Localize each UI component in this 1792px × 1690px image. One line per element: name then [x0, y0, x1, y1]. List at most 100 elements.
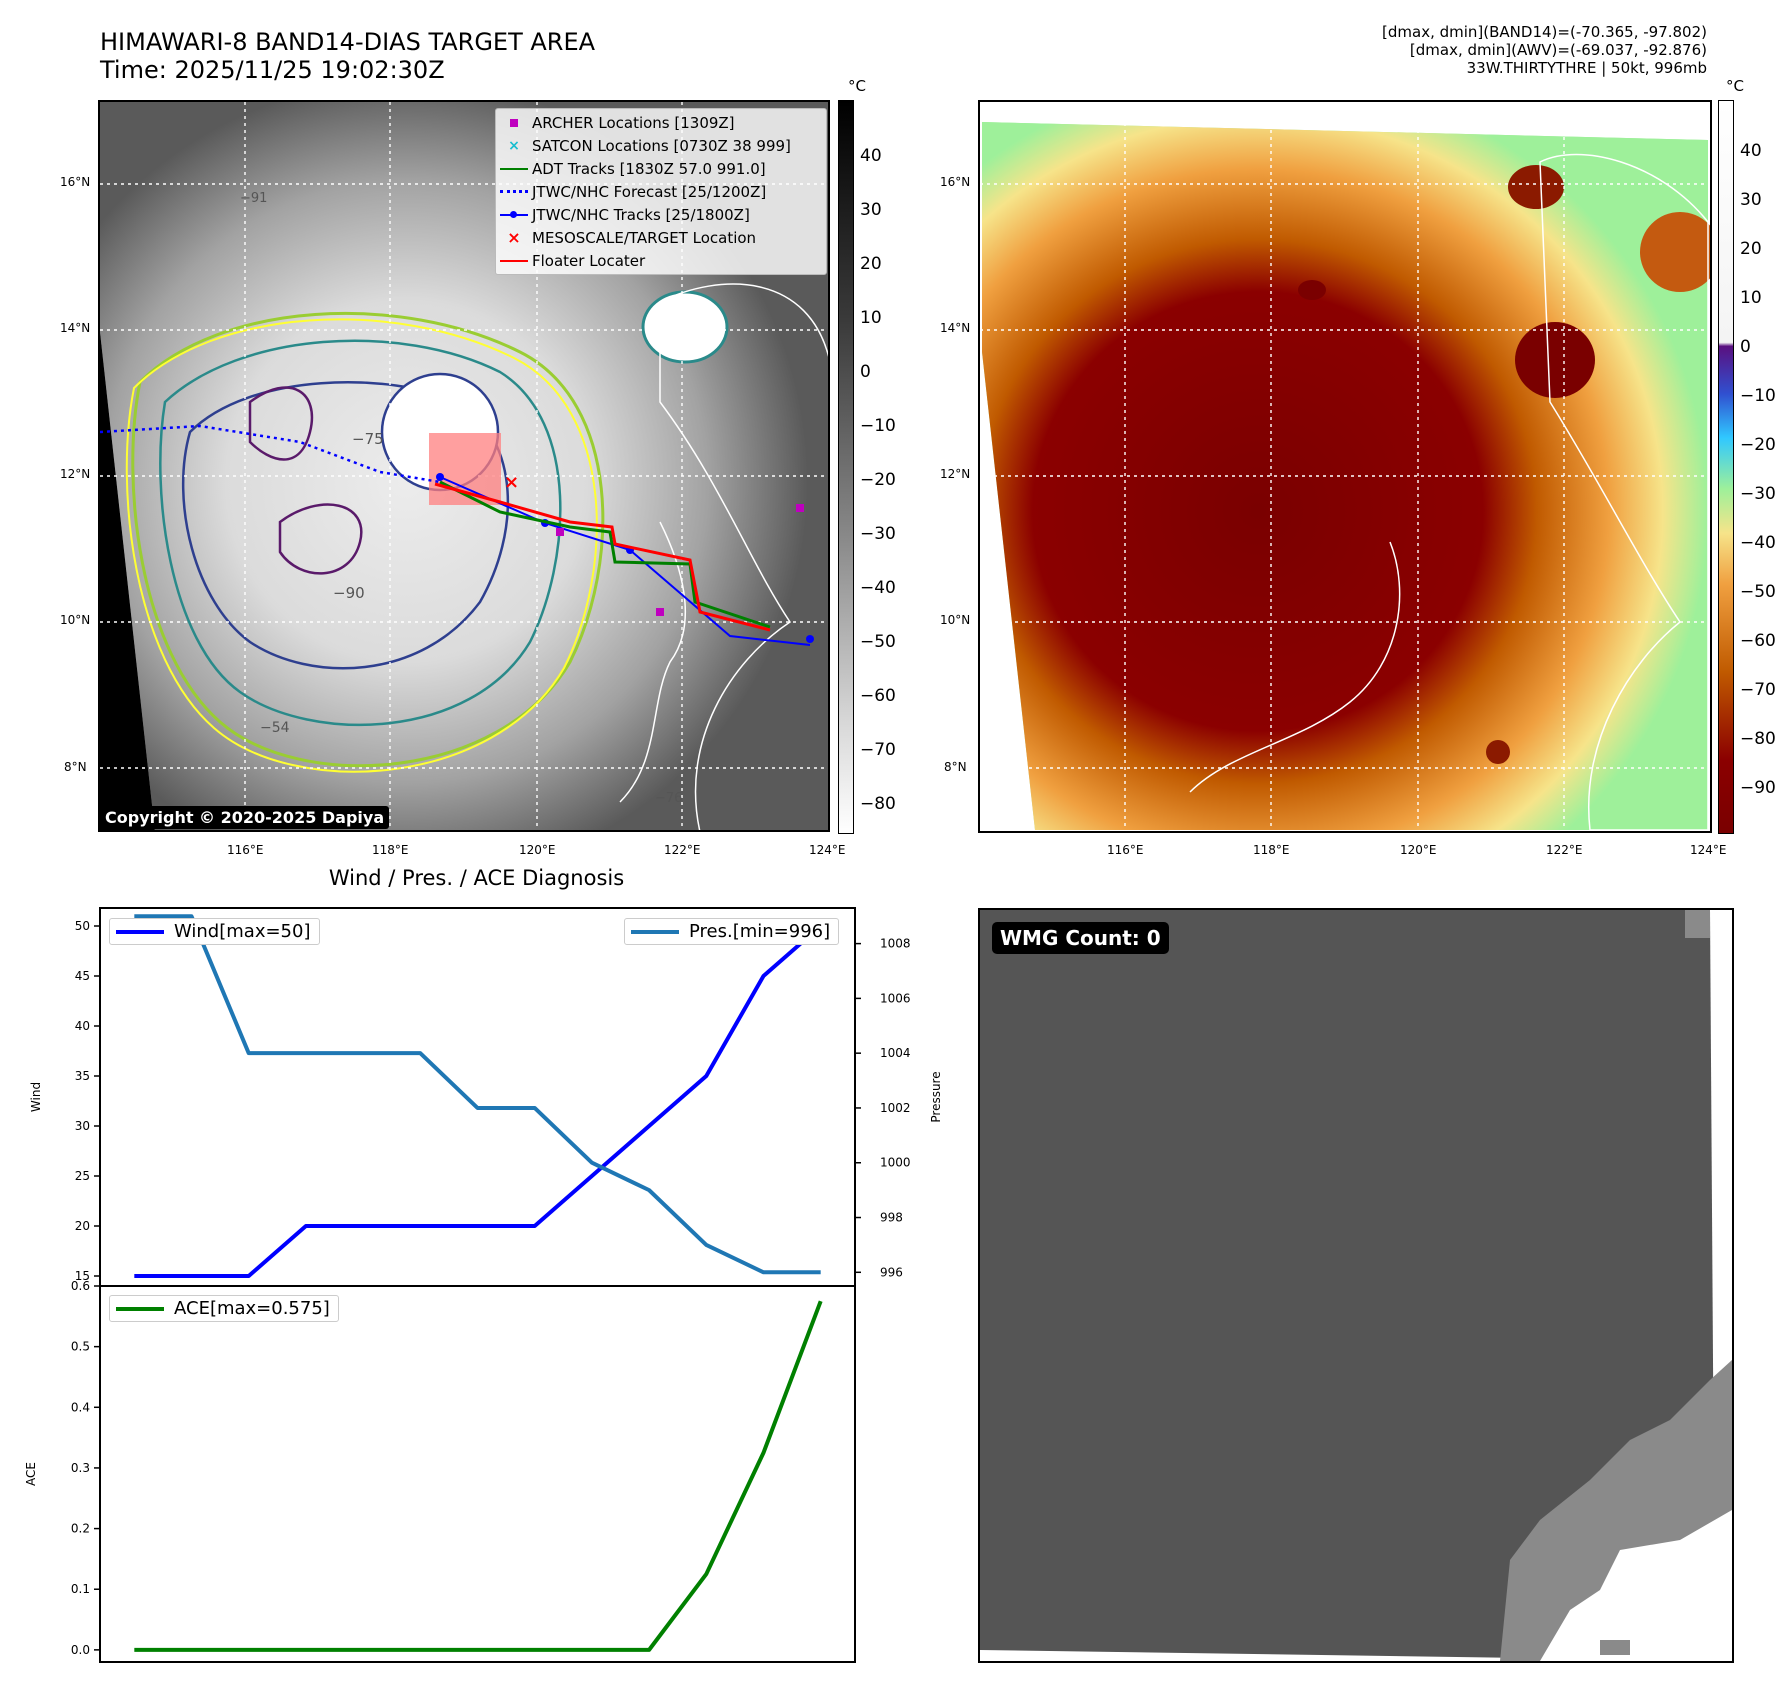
info-line-1: [dmax, dmin](BAND14)=(-70.365, -97.802): [1382, 23, 1707, 41]
wmg-count-badge: WMG Count: 0: [992, 922, 1169, 954]
ace-axis-label: ACE: [24, 1462, 38, 1486]
ace-tick-label: 0.4: [71, 1400, 90, 1414]
intensity-info: [dmax, dmin](BAND14)=(-70.365, -97.802) …: [1382, 23, 1707, 77]
wind-tick-label: 25: [75, 1169, 90, 1183]
left-lat-16: 16°N: [60, 175, 91, 189]
pressure-tick-label: 1004: [880, 1046, 911, 1060]
legend-jtwc-tracks: JTWC/NHC Tracks [25/1800Z]: [496, 203, 826, 226]
right-lat-16: 16°N: [940, 175, 971, 189]
awv-colorbar: [1718, 100, 1734, 834]
band14-map: × −75 −90 −54 −91 −76 ARCHER Locations […: [98, 100, 830, 832]
contour-label-3: −54: [260, 720, 290, 736]
info-line-3: 33W.THIRTYTHRE | 50kt, 996mb: [1466, 59, 1707, 77]
wind-legend: Wind[max=50]: [109, 918, 320, 945]
ace-tick-label: 0.1: [71, 1582, 90, 1596]
left-lat-8: 8°N: [64, 760, 87, 774]
ace-lines: [134, 1300, 823, 1652]
left-lon-118: 118°E: [372, 843, 409, 857]
pressure-tick-label: 1008: [880, 937, 911, 951]
right-lat-10: 10°N: [940, 613, 971, 627]
pressure-tick-label: 1006: [880, 991, 911, 1005]
legend-adt: ADT Tracks [1830Z 57.0 991.0]: [496, 157, 826, 180]
ace-frame: [99, 1285, 856, 1663]
right-lon-124: 124°E: [1690, 843, 1727, 857]
right-lat-12: 12°N: [940, 467, 971, 481]
pressure-axis-label: Pressure: [929, 1071, 943, 1122]
left-lat-14: 14°N: [60, 321, 91, 335]
left-lon-120: 120°E: [519, 843, 556, 857]
archer-square-icon: [510, 118, 518, 127]
wind-axis: 15 20 25 30 35 40 45 50: [75, 919, 100, 1283]
pressure-tick-label: 996: [880, 1265, 903, 1279]
archer-points: [556, 504, 804, 616]
wind-line-icon: [116, 929, 164, 934]
pressure-tick-label: 1000: [880, 1156, 911, 1170]
wind-tick-label: 35: [75, 1069, 90, 1083]
map-legend: ARCHER Locations [1309Z] × SATCON Locati…: [495, 108, 827, 275]
ace-tick-label: 0.5: [71, 1340, 90, 1354]
wind-pressure-chart: 15 20 25 30 35 40 45 50 996 998 1000 1002 1004 1006 1…: [24, 907, 943, 1663]
ace-line-icon: [116, 1306, 164, 1311]
figure-title: HIMAWARI-8 BAND14-DIAS TARGET AREA Time:…: [100, 28, 595, 84]
awv-colorbar-unit: °C: [1726, 77, 1744, 95]
right-lon-120: 120°E: [1400, 843, 1437, 857]
mesoscale-x-icon: ×: [507, 228, 521, 247]
pressure-line-icon: [631, 929, 679, 934]
band14-imagery: × −75 −90 −54 −91 −76: [100, 102, 828, 830]
ace-tick-label: 0.6: [71, 1279, 90, 1293]
wmg-panel: WMG Count: 0: [978, 908, 1734, 1663]
legend-floater: Floater Locater: [496, 249, 826, 272]
wind-tick-label: 15: [75, 1269, 90, 1283]
right-lat-8: 8°N: [944, 760, 967, 774]
contour-label-2: −90: [333, 584, 365, 602]
ace-series-line: [134, 1300, 823, 1652]
band14-colorbar: [838, 100, 854, 834]
pressure-tick-label: 1002: [880, 1101, 911, 1115]
satcon-x-icon: ×: [508, 137, 520, 154]
wmg-imagery: [980, 910, 1732, 1661]
wind-tick-label: 45: [75, 969, 90, 983]
wind-axis-label: Wind: [29, 1082, 43, 1112]
awv-map: [978, 100, 1712, 833]
floater-line-icon: [500, 259, 528, 262]
legend-jtwc-forecast: JTWC/NHC Forecast [25/1200Z]: [496, 180, 826, 203]
awv-imagery: [980, 102, 1710, 831]
band14-colorbar-unit: °C: [848, 77, 866, 95]
pressure-tick-label: 998: [880, 1211, 903, 1225]
legend-mesoscale: × MESOSCALE/TARGET Location: [496, 226, 826, 249]
ace-tick-label: 0.3: [71, 1461, 90, 1475]
title-line-2: Time: 2025/11/25 19:02:30Z: [100, 56, 445, 84]
right-lon-122: 122°E: [1546, 843, 1583, 857]
left-lon-116: 116°E: [227, 843, 264, 857]
contour-label-4: −91: [240, 191, 267, 206]
title-line-1: HIMAWARI-8 BAND14-DIAS TARGET AREA: [100, 28, 596, 56]
ace-axis: 0.0 0.1 0.2 0.3 0.4 0.5 0.6: [71, 1279, 100, 1657]
right-lat-14: 14°N: [940, 321, 971, 335]
wind-tick-label: 50: [75, 919, 90, 933]
wind-tick-label: 30: [75, 1119, 90, 1133]
ace-legend: ACE[max=0.575]: [109, 1295, 339, 1322]
track-dot-icon: [510, 210, 517, 218]
left-lon-124: 124°E: [809, 843, 846, 857]
pressure-series-line: [134, 914, 821, 1275]
legend-archer: ARCHER Locations [1309Z]: [496, 111, 826, 134]
info-line-2: [dmax, dmin](AWV)=(-69.037, -92.876): [1409, 41, 1707, 59]
pressure-legend: Pres.[min=996]: [624, 918, 840, 945]
pressure-axis: 996 998 1000 1002 1004 1006 1008: [855, 937, 911, 1279]
wind-tick-label: 20: [75, 1219, 90, 1233]
adt-line-icon: [500, 167, 528, 170]
target-marker: ×: [504, 472, 519, 493]
left-lat-12: 12°N: [60, 467, 91, 481]
right-lon-116: 116°E: [1107, 843, 1144, 857]
ace-tick-label: 0.0: [71, 1643, 90, 1657]
copyright-badge: Copyright © 2020-2025 Dapiya: [100, 806, 390, 829]
contour-label-5: −76: [655, 791, 682, 806]
legend-satcon: × SATCON Locations [0730Z 38 999]: [496, 134, 826, 157]
left-lon-122: 122°E: [664, 843, 701, 857]
ace-tick-label: 0.2: [71, 1522, 90, 1536]
right-lon-118: 118°E: [1253, 843, 1290, 857]
left-lat-10: 10°N: [60, 613, 91, 627]
wind-pressure-lines: [134, 914, 822, 1278]
wind-tick-label: 40: [75, 1019, 90, 1033]
wind-series-line: [134, 924, 822, 1278]
